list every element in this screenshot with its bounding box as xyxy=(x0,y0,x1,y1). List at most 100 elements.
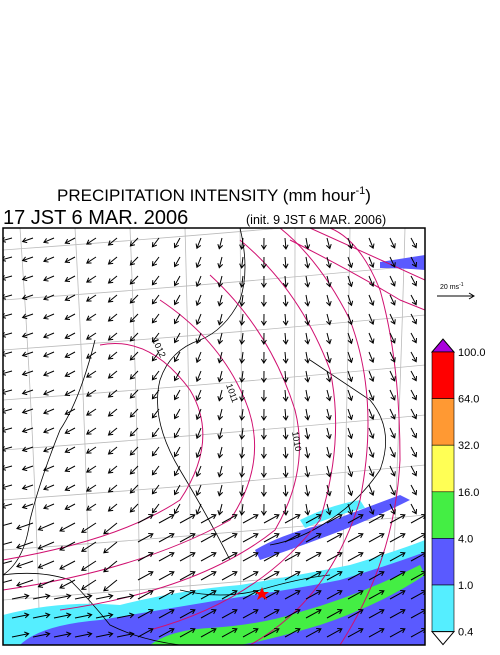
wind-arrow xyxy=(326,609,343,619)
meridian xyxy=(74,228,91,645)
wind-arrow xyxy=(195,503,202,516)
wind-arrow xyxy=(137,533,154,543)
wind-arrow xyxy=(195,275,202,288)
wind-arrow xyxy=(368,514,385,524)
wind-arrow xyxy=(326,465,332,478)
wind-arrow xyxy=(260,446,267,459)
wind-arrow xyxy=(195,237,202,250)
wind-arrow xyxy=(242,609,259,619)
wind-arrow xyxy=(282,351,289,364)
wind-arrow xyxy=(195,351,202,364)
wind-arrow xyxy=(217,370,224,383)
wind-arrow xyxy=(129,256,139,266)
wind-arrow xyxy=(64,408,76,415)
wind-arrow xyxy=(326,590,343,600)
wind-arrow xyxy=(129,237,139,247)
wind-arrow xyxy=(221,628,238,638)
wind-arrow xyxy=(173,351,181,363)
wind-arrow xyxy=(103,579,118,592)
wind-arrow xyxy=(263,533,280,543)
colorbar-segment xyxy=(431,444,455,493)
wind-arrow xyxy=(304,351,311,364)
wind-arrow xyxy=(368,275,375,288)
wind-arrow xyxy=(81,579,97,590)
wind-arrow xyxy=(347,514,364,524)
title-close: ) xyxy=(365,186,371,205)
wind-arrow xyxy=(221,609,238,619)
wind-arrow xyxy=(347,408,354,421)
wind-arrow xyxy=(129,446,139,456)
wind-arrow xyxy=(64,446,76,453)
wind-arrow xyxy=(305,590,322,600)
wind-arrow xyxy=(284,514,301,524)
colorbar-label: 4.0 xyxy=(458,533,473,545)
wind-arrow xyxy=(347,484,354,497)
wind-arrow xyxy=(282,484,289,497)
init-time: (init. 9 JST 6 MAR. 2006) xyxy=(246,213,386,227)
wind-arrow xyxy=(179,533,196,543)
wind-arrow xyxy=(389,533,406,543)
wind-arrow xyxy=(347,609,364,619)
wind-arrow xyxy=(195,370,202,383)
wind-arrow xyxy=(347,552,364,562)
wind-arrow xyxy=(389,590,406,600)
wind-arrow xyxy=(195,465,202,478)
wind-arrow xyxy=(347,351,354,364)
wind-arrow xyxy=(53,612,72,619)
wind-arrow xyxy=(217,484,224,497)
wind-arrow xyxy=(37,579,55,588)
wind-arrow xyxy=(221,552,238,562)
wind-arrow xyxy=(107,389,118,398)
wind-arrow xyxy=(304,294,311,307)
wind-arrow xyxy=(368,533,385,543)
wind-arrow xyxy=(116,593,135,600)
wind-arrow xyxy=(81,541,97,552)
wind-arrow xyxy=(389,465,396,477)
colorbar-over xyxy=(430,338,456,353)
wind-arrow xyxy=(107,408,118,417)
wind-arrow xyxy=(326,389,332,402)
wind-arrow xyxy=(347,628,364,638)
wind-arrow xyxy=(282,237,289,250)
wind-arrow xyxy=(64,370,76,377)
wind-arrow xyxy=(326,351,332,364)
wind-arrow xyxy=(137,609,154,619)
wind-arrow xyxy=(368,552,385,562)
wind-arrow xyxy=(74,631,93,638)
wind-arrow xyxy=(158,552,175,562)
wind-arrow xyxy=(263,552,280,562)
wind-arrow xyxy=(151,275,160,286)
wind-arrow xyxy=(173,484,181,496)
wind-arrow xyxy=(305,514,322,524)
wind-arrow xyxy=(389,446,396,458)
wind-arrow xyxy=(326,514,343,524)
wind-arrow xyxy=(64,275,76,282)
wind-arrow xyxy=(242,628,259,638)
wind-arrow xyxy=(217,275,224,288)
wind-arrow xyxy=(158,533,175,543)
precip-band xyxy=(255,495,410,560)
wind-arrow xyxy=(217,351,224,364)
wind-arrow xyxy=(179,609,196,619)
wind-arrow xyxy=(282,332,289,345)
wind-arrow xyxy=(326,427,332,440)
wind-arrow xyxy=(347,256,354,269)
parallel xyxy=(3,364,425,401)
wind-arrow xyxy=(195,256,202,269)
wind-arrow xyxy=(107,275,118,284)
wind-arrow xyxy=(239,389,245,402)
wind-arrow xyxy=(217,294,224,307)
wind-arrow xyxy=(21,503,34,510)
location-star xyxy=(255,587,269,600)
wind-arrow xyxy=(86,427,97,435)
wind-arrow xyxy=(179,628,196,638)
wind-arrow xyxy=(195,427,202,440)
wind-arrow xyxy=(239,313,245,326)
title: PRECIPITATION INTENSITY (mm hour-1) xyxy=(57,185,371,205)
wind-arrow xyxy=(200,571,217,581)
wind-arrow xyxy=(389,484,396,496)
wind-arrow xyxy=(129,503,139,513)
wind-arrow xyxy=(305,571,322,581)
wind-arrow xyxy=(389,389,396,401)
wind-arrow xyxy=(217,446,224,459)
